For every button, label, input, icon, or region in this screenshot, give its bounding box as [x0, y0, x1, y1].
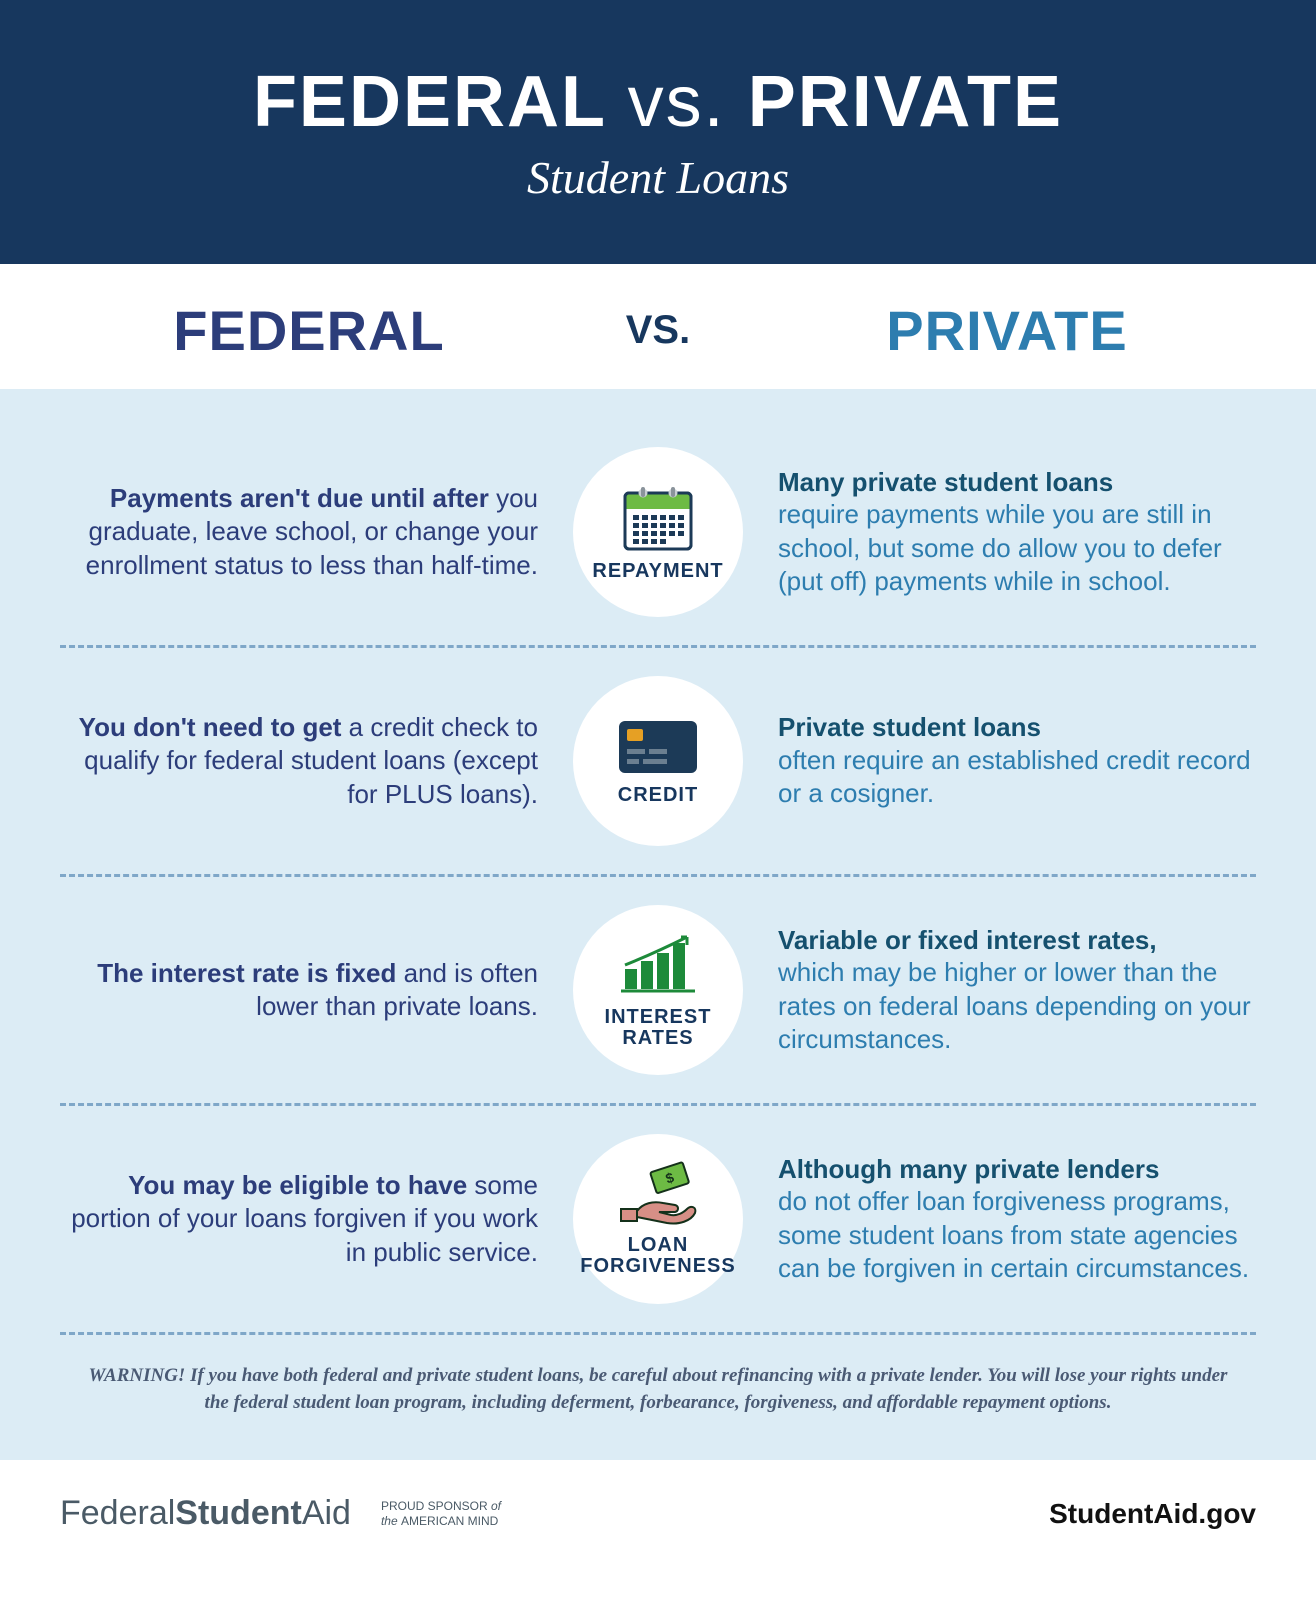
federal-cell: The interest rate is fixed and is often …: [60, 957, 538, 1024]
private-bold: Although many private lenders: [778, 1153, 1256, 1186]
badge-circle: $ LOANFORGIVENESS: [573, 1134, 743, 1304]
private-bold: Private student loans: [778, 711, 1256, 744]
chart-growth-icon: [615, 931, 701, 999]
private-cell: Private student loans often require an e…: [778, 711, 1256, 811]
badge-label: INTERESTRATES: [605, 1007, 712, 1049]
brand-part1: Federal: [60, 1494, 175, 1532]
badge-circle: INTERESTRATES: [573, 905, 743, 1075]
private-bold: Variable or fixed interest rates,: [778, 924, 1256, 957]
col-vs: VS.: [558, 308, 758, 353]
category-badge: $ LOANFORGIVENESS: [558, 1134, 758, 1304]
badge-circle: CREDIT: [573, 676, 743, 846]
header-banner: FEDERAL vs. PRIVATE Student Loans: [0, 0, 1316, 264]
comparison-row: The interest rate is fixed and is often …: [60, 877, 1256, 1103]
comparison-row: You may be eligible to have some portion…: [60, 1106, 1256, 1332]
private-rest: do not offer loan forgiveness programs, …: [778, 1186, 1249, 1283]
title-vs: vs.: [628, 62, 726, 142]
col-federal: FEDERAL: [60, 298, 558, 363]
category-badge: INTERESTRATES: [558, 905, 758, 1075]
sponsor-line2: AMERICAN MIND: [401, 1514, 498, 1528]
federal-bold: The interest rate is fixed: [97, 958, 396, 988]
header-title: FEDERAL vs. PRIVATE: [253, 61, 1063, 143]
federal-bold: You don't need to get: [79, 712, 342, 742]
category-badge: REPAYMENT: [558, 447, 758, 617]
category-badge: CREDIT: [558, 676, 758, 846]
federal-bold: You may be eligible to have: [128, 1170, 467, 1200]
badge-label: LOANFORGIVENESS: [580, 1235, 735, 1277]
private-cell: Variable or fixed interest rates, which …: [778, 924, 1256, 1057]
comparison-row: Payments aren't due until after you grad…: [60, 419, 1256, 645]
header-subtitle: Student Loans: [527, 151, 789, 204]
title-federal: FEDERAL: [253, 62, 606, 142]
badge-circle: REPAYMENT: [573, 447, 743, 617]
footer-brand-block: FederalStudentAid PROUD SPONSOR of the A…: [60, 1494, 501, 1533]
federal-cell: Payments aren't due until after you grad…: [60, 482, 538, 583]
warning-text: WARNING! If you have both federal and pr…: [60, 1335, 1256, 1450]
private-bold: Many private student loans: [778, 466, 1256, 499]
brand-part3: Aid: [302, 1494, 351, 1532]
footer: FederalStudentAid PROUD SPONSOR of the A…: [0, 1460, 1316, 1567]
comparison-row: You don't need to get a credit check to …: [60, 648, 1256, 874]
badge-label: CREDIT: [618, 785, 698, 806]
footer-url: StudentAid.gov: [1049, 1498, 1256, 1530]
title-private: PRIVATE: [748, 62, 1063, 142]
private-cell: Many private student loans require payme…: [778, 466, 1256, 599]
private-rest: require payments while you are still in …: [778, 499, 1222, 596]
col-private: PRIVATE: [758, 298, 1256, 363]
comparison-body: Payments aren't due until after you grad…: [0, 389, 1316, 1460]
brand-logo: FederalStudentAid: [60, 1494, 351, 1533]
column-headings: FEDERAL VS. PRIVATE: [0, 264, 1316, 389]
sponsor-of: of: [491, 1499, 501, 1513]
private-rest: often require an established credit reco…: [778, 745, 1251, 809]
badge-label: REPAYMENT: [592, 561, 723, 582]
federal-cell: You may be eligible to have some portion…: [60, 1169, 538, 1270]
brand-part2: Student: [175, 1494, 302, 1532]
credit-card-icon: [615, 717, 701, 777]
hand-money-icon: $: [613, 1161, 703, 1227]
sponsor-tagline: PROUD SPONSOR of the AMERICAN MIND: [381, 1499, 501, 1529]
sponsor-line1: PROUD SPONSOR: [381, 1499, 491, 1513]
federal-bold: Payments aren't due until after: [110, 483, 489, 513]
sponsor-the: the: [381, 1514, 401, 1528]
federal-cell: You don't need to get a credit check to …: [60, 711, 538, 812]
private-cell: Although many private lenders do not off…: [778, 1153, 1256, 1286]
private-rest: which may be higher or lower than the ra…: [778, 957, 1251, 1054]
calendar-icon: [621, 483, 695, 553]
